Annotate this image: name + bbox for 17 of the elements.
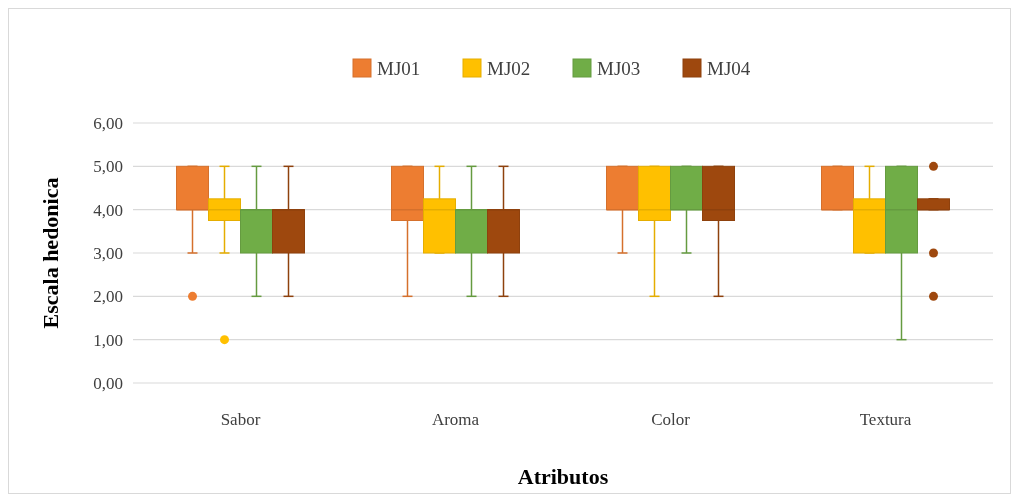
x-tick-label: Sabor <box>220 410 261 429</box>
y-tick-label: 3,00 <box>93 243 123 263</box>
y-tick-label: 6,00 <box>93 113 123 133</box>
y-tick-label: 0,00 <box>93 373 123 393</box>
x-tick-label: Color <box>651 410 691 429</box>
x-tick-label: Aroma <box>431 410 480 429</box>
legend-label: MJ03 <box>597 57 641 79</box>
legend-label: MJ02 <box>487 57 531 79</box>
y-axis-title: Escala hedonica <box>38 177 63 329</box>
y-tick-label: 2,00 <box>93 287 123 307</box>
y-tick-label: 1,00 <box>93 330 123 350</box>
x-axis-title: Atributos <box>517 464 609 489</box>
legend-label: MJ01 <box>377 57 421 79</box>
x-tick-label: Textura <box>859 410 912 429</box>
y-tick-label: 5,00 <box>93 157 123 177</box>
y-tick-label: 4,00 <box>93 200 123 220</box>
legend-label: MJ04 <box>707 57 751 79</box>
